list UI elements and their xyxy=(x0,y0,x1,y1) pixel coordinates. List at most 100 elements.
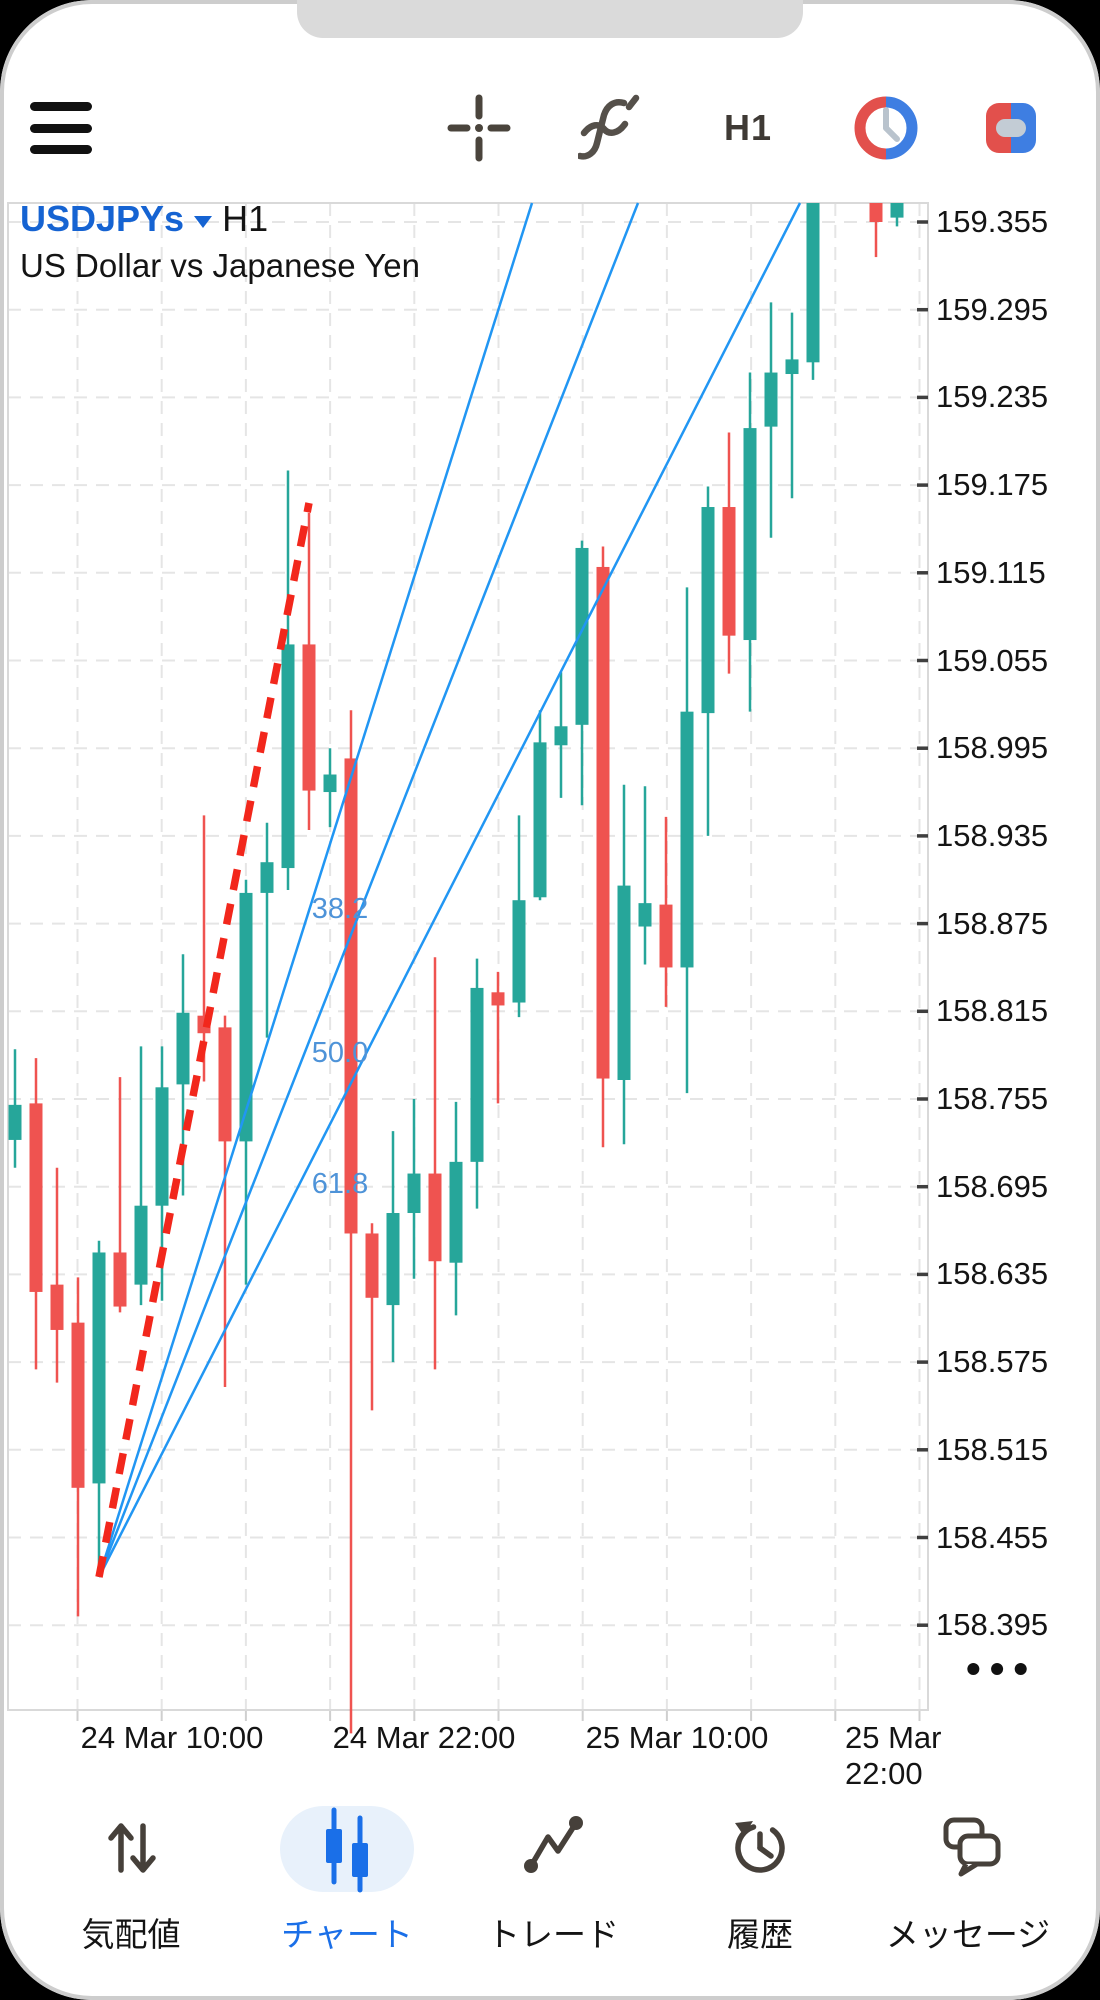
nav-item-messages[interactable]: メッセージ xyxy=(863,1796,1073,1976)
chat-bubbles-icon xyxy=(943,1817,1001,1877)
indicators-button[interactable] xyxy=(578,92,650,164)
price-ticks xyxy=(917,220,928,1627)
fan-label: 50.0 xyxy=(312,1037,368,1069)
one-click-trading-button[interactable] xyxy=(982,98,1042,158)
fan-label: 61.8 xyxy=(312,1168,368,1200)
price-label: 158.575 xyxy=(936,1344,1049,1380)
candle-body xyxy=(596,566,610,1079)
candle-body xyxy=(575,547,589,725)
candle-body xyxy=(722,507,736,636)
candles xyxy=(8,203,904,1734)
candle-body xyxy=(869,203,883,222)
candle-body xyxy=(659,904,673,968)
fan-line xyxy=(97,202,802,1578)
price-label: 158.995 xyxy=(936,730,1049,766)
time-label: 24 Mar 10:00 xyxy=(80,1720,264,1755)
symbol-selector[interactable]: USDJPYs H1 xyxy=(20,198,420,240)
crosshair-button[interactable] xyxy=(443,92,515,164)
price-label: 158.635 xyxy=(936,1256,1049,1292)
nav-item-trade[interactable]: トレード xyxy=(448,1796,658,1976)
nav-label-messages: メッセージ xyxy=(885,1916,1051,1953)
candle-body xyxy=(239,892,253,1142)
candle-body xyxy=(890,203,904,218)
phone-notch xyxy=(297,0,803,38)
candle-body xyxy=(29,1103,43,1292)
price-label: 159.115 xyxy=(936,554,1046,590)
market-hours-icon xyxy=(854,96,918,160)
price-label: 158.755 xyxy=(936,1081,1049,1116)
time-label: 25 Mar 10:00 xyxy=(585,1720,769,1755)
nav-item-charts[interactable]: チャート xyxy=(242,1796,452,1976)
nav-label-history: 履歴 xyxy=(727,1916,793,1953)
candle-body xyxy=(218,1027,232,1142)
price-label: 158.875 xyxy=(936,905,1049,941)
price-label: 159.235 xyxy=(936,379,1049,415)
price-label: 158.935 xyxy=(936,817,1049,853)
candle-body xyxy=(638,903,652,927)
candle-body xyxy=(428,1173,442,1262)
price-label: 159.295 xyxy=(936,291,1049,327)
candle-body xyxy=(533,742,547,898)
chevron-down-icon xyxy=(194,216,213,228)
candle-body xyxy=(701,507,715,714)
nav-item-quotes[interactable]: 気配値 xyxy=(26,1796,236,1976)
fan-trend-line xyxy=(95,502,313,1578)
candle-body xyxy=(365,1233,379,1298)
price-label: 158.455 xyxy=(936,1519,1049,1555)
symbol-name: USDJPYs xyxy=(20,198,185,239)
timeframe-label: H1 xyxy=(723,107,773,148)
indicator-icon xyxy=(578,94,640,160)
candle-body xyxy=(491,992,505,1006)
candle-body xyxy=(8,1104,22,1140)
price-label: 159.175 xyxy=(936,467,1049,503)
price-label: 158.515 xyxy=(936,1431,1049,1467)
candle-body xyxy=(785,359,799,375)
fan-label: 38.2 xyxy=(312,893,368,925)
price-axis-more-icon[interactable]: ••• xyxy=(966,1645,1038,1692)
candle-body xyxy=(113,1252,127,1307)
fan-line xyxy=(97,202,640,1578)
trend-line-icon xyxy=(524,1816,583,1873)
market-hours-button[interactable] xyxy=(850,92,922,164)
nav-label-trade: トレード xyxy=(487,1916,619,1953)
candle-body xyxy=(155,1087,169,1206)
arrows-up-down-icon xyxy=(108,1823,156,1873)
chart-header: USDJPYs H1 US Dollar vs Japanese Yen xyxy=(20,198,420,285)
price-label: 159.355 xyxy=(936,204,1049,239)
candle-body xyxy=(134,1205,148,1285)
history-clock-icon xyxy=(735,1821,785,1873)
menu-button[interactable] xyxy=(28,102,94,154)
timeframe-button[interactable]: H1 xyxy=(705,100,791,156)
price-label: 158.395 xyxy=(936,1607,1049,1643)
candle-body xyxy=(680,711,694,968)
candle-body xyxy=(176,1012,190,1085)
time-label: 25 Mar 22:00 xyxy=(845,1720,942,1791)
menu-icon xyxy=(30,102,92,111)
candle-body xyxy=(449,1161,463,1263)
candle-body xyxy=(71,1322,85,1488)
candle-body xyxy=(806,203,820,363)
price-chart[interactable]: 38.2 50.0 61.8 xyxy=(0,0,1100,1775)
one-click-trading-icon xyxy=(986,103,1036,153)
candle-body xyxy=(260,862,274,893)
candle-body xyxy=(281,644,295,869)
price-label: 158.815 xyxy=(936,993,1049,1029)
candle-body xyxy=(92,1252,106,1484)
candle-body xyxy=(554,726,568,746)
candle-body xyxy=(50,1284,64,1330)
candle-body xyxy=(470,987,484,1162)
candle-body xyxy=(764,372,778,427)
price-label: 158.695 xyxy=(936,1168,1049,1204)
candle-body xyxy=(617,885,631,1080)
nav-label-charts: チャート xyxy=(281,1916,413,1953)
crosshair-icon xyxy=(447,94,511,162)
candlesticks-icon xyxy=(280,1806,414,1893)
nav-item-history[interactable]: 履歴 xyxy=(655,1796,865,1976)
candle-body xyxy=(386,1213,400,1306)
price-label: 159.055 xyxy=(936,642,1049,678)
candle-body xyxy=(344,758,358,1234)
fibonacci-fan[interactable]: 38.2 50.0 61.8 xyxy=(95,202,802,1578)
chart-timeframe: H1 xyxy=(222,198,269,239)
candle-body xyxy=(407,1173,421,1214)
